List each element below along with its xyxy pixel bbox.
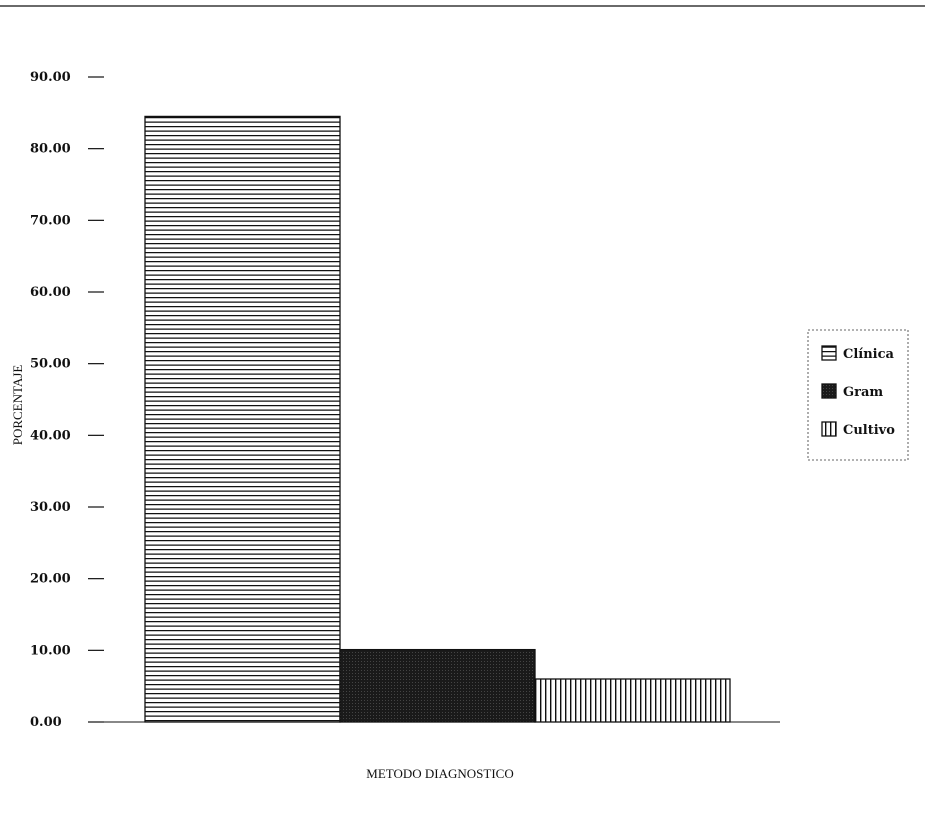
y-axis-label: PORCENTAJE [10,365,25,446]
x-axis-label: METODO DIAGNOSTICO [366,766,513,781]
y-axis: 0.00 10.00 20.00 30.00 40.00 50.00 60.00 70.00 8… [30,70,104,730]
y-tick-label: 20.00 [30,572,71,587]
legend-label: Clínica [843,347,895,362]
y-tick-label: 60.00 [30,285,71,300]
bar-cultivo [534,678,731,723]
legend-swatch [821,421,837,437]
legend: Clínica Gram Cultivo [807,329,909,461]
legend-label: Gram [843,385,883,400]
y-tick-label: 10.00 [30,643,71,658]
bar-gram [339,648,536,723]
bars [144,115,731,723]
y-tick-label: 80.00 [30,142,71,157]
y-tick-label: 70.00 [30,213,71,228]
y-tick-label: 90.00 [30,70,71,85]
legend-swatch [821,345,837,361]
legend-swatch [821,383,837,399]
y-tick-label: 30.00 [30,500,71,515]
bar-clnica [144,115,341,723]
y-tick-label: 50.00 [30,357,71,372]
y-tick-label: 40.00 [30,428,71,443]
y-tick-label: 0.00 [30,715,62,730]
legend-label: Cultivo [843,423,895,438]
